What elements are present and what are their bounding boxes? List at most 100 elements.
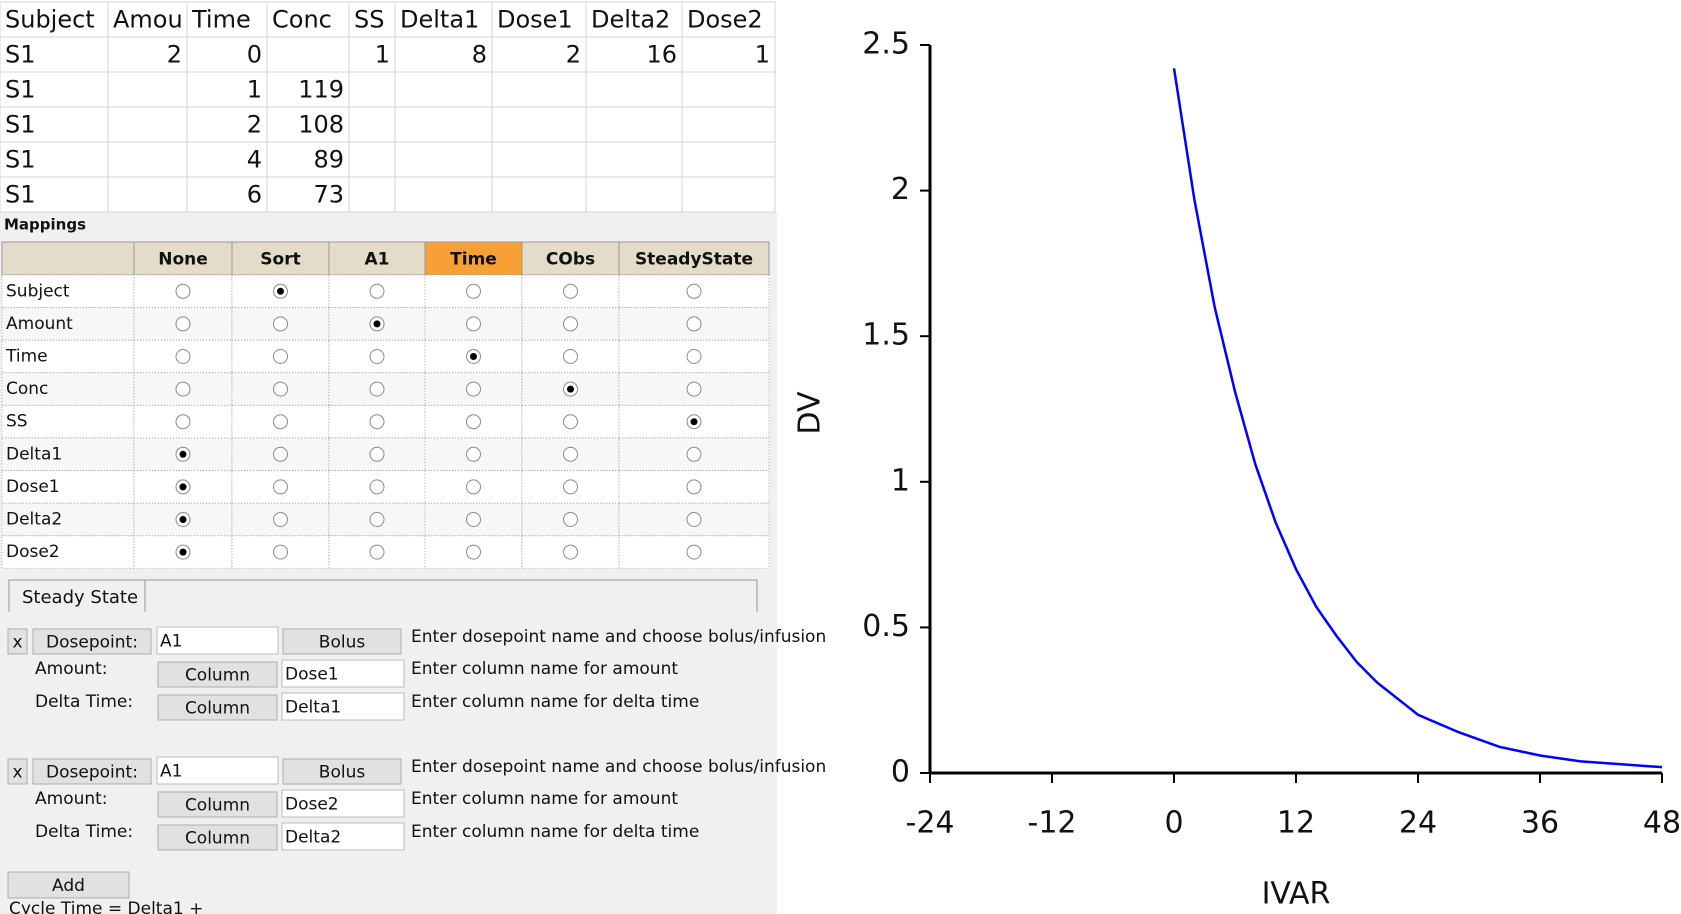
- radio-button[interactable]: [466, 414, 481, 430]
- table-cell: [348, 71, 396, 108]
- radio-button[interactable]: [175, 316, 191, 332]
- table-cell: [681, 106, 776, 143]
- radio-button[interactable]: [273, 544, 288, 560]
- mapping-row-label-cell: [1, 307, 135, 341]
- radio-button[interactable]: [563, 479, 578, 495]
- column-button[interactable]: [157, 694, 278, 721]
- radio-button[interactable]: [466, 479, 481, 495]
- add-button[interactable]: [7, 871, 130, 899]
- text-input-value: A1: [160, 632, 182, 652]
- table-cell: [186, 176, 268, 213]
- radio-button[interactable]: [175, 414, 191, 430]
- radio-button[interactable]: [466, 512, 481, 527]
- radio-button[interactable]: [686, 544, 702, 560]
- mapping-column-label: Time: [450, 250, 497, 270]
- type-button[interactable]: [282, 628, 402, 655]
- mapping-column-label: CObs: [546, 250, 595, 270]
- radio-button[interactable]: [369, 544, 385, 560]
- radio-button[interactable]: [686, 446, 702, 462]
- radio-button[interactable]: [273, 512, 288, 527]
- radio-button[interactable]: [466, 544, 481, 560]
- radio-button[interactable]: [369, 349, 385, 364]
- table-cell: [681, 1, 776, 38]
- radio-button[interactable]: [686, 479, 702, 495]
- radio-button[interactable]: [369, 479, 385, 495]
- table-value: 0: [247, 41, 262, 69]
- text-input[interactable]: [281, 659, 405, 688]
- column-button[interactable]: [157, 661, 278, 688]
- radio-button[interactable]: [369, 512, 385, 527]
- radio-button[interactable]: [563, 283, 578, 299]
- radio-button[interactable]: [466, 446, 481, 462]
- radio-button[interactable]: [273, 381, 288, 397]
- radio-selected: [567, 385, 574, 393]
- radio-button[interactable]: [369, 414, 385, 430]
- radio-button[interactable]: [175, 381, 191, 397]
- table-cell: [266, 1, 350, 38]
- radio-button[interactable]: [273, 479, 288, 495]
- column-button[interactable]: [157, 791, 278, 818]
- radio-button[interactable]: [563, 512, 578, 527]
- radio-button[interactable]: [563, 349, 578, 364]
- table-cell: [348, 141, 396, 178]
- radio-button[interactable]: [686, 283, 702, 299]
- radio-button[interactable]: [686, 512, 702, 527]
- table-value: 2: [247, 111, 262, 139]
- dosepoint-button[interactable]: [32, 758, 152, 785]
- radio-button[interactable]: [686, 316, 702, 332]
- remove-button[interactable]: [7, 758, 28, 785]
- x-tick-label: 36: [1521, 806, 1559, 841]
- type-button[interactable]: [282, 758, 402, 785]
- hint-text: Enter column name for amount: [411, 789, 678, 809]
- table-cell: [394, 176, 493, 213]
- remove-button[interactable]: [7, 628, 28, 655]
- tab-label[interactable]: Steady State: [22, 587, 138, 608]
- radio-button[interactable]: [369, 381, 385, 397]
- table-value: 1: [247, 76, 262, 104]
- radio-button[interactable]: [273, 446, 288, 462]
- text-input[interactable]: [281, 789, 405, 818]
- table-cell: [266, 176, 350, 213]
- table-cell: [585, 176, 683, 213]
- text-input[interactable]: [156, 756, 279, 785]
- table-value: 16: [646, 41, 677, 69]
- radio-button[interactable]: [466, 381, 481, 397]
- radio-button[interactable]: [466, 283, 481, 299]
- radio-button[interactable]: [563, 544, 578, 560]
- column-button[interactable]: [157, 824, 278, 851]
- text-input[interactable]: [281, 692, 405, 721]
- text-input[interactable]: [156, 626, 279, 655]
- table-cell: [348, 106, 396, 143]
- radio-button[interactable]: [273, 414, 288, 430]
- column-header: Time: [191, 6, 251, 34]
- table-cell: [585, 71, 683, 108]
- radio-button[interactable]: [175, 349, 191, 364]
- type-button-label: Bolus: [319, 633, 366, 653]
- radio-button[interactable]: [563, 446, 578, 462]
- table-cell: [186, 36, 268, 73]
- radio-button[interactable]: [686, 381, 702, 397]
- table-cell: [585, 106, 683, 143]
- table-cell: [107, 176, 188, 213]
- radio-selected: [277, 287, 284, 295]
- dosepoint-button[interactable]: [32, 628, 152, 655]
- x-axis-label: IVAR: [1262, 877, 1331, 912]
- radio-button[interactable]: [273, 316, 288, 332]
- radio-button[interactable]: [369, 283, 385, 299]
- x-tick-label: 0: [1164, 806, 1183, 841]
- radio-button[interactable]: [273, 349, 288, 364]
- table-cell: [681, 141, 776, 178]
- radio-button[interactable]: [466, 316, 481, 332]
- table-value: S1: [5, 146, 36, 174]
- mapping-header-corner: [1, 241, 135, 276]
- radio-button[interactable]: [686, 349, 702, 364]
- text-input[interactable]: [281, 822, 405, 851]
- column-header: Conc: [272, 6, 332, 34]
- radio-button[interactable]: [563, 316, 578, 332]
- y-tick-label: 0: [891, 755, 910, 790]
- radio-button[interactable]: [563, 414, 578, 430]
- radio-button[interactable]: [369, 446, 385, 462]
- radio-button[interactable]: [175, 283, 191, 299]
- hint-text: Enter dosepoint name and choose bolus/in…: [411, 627, 826, 647]
